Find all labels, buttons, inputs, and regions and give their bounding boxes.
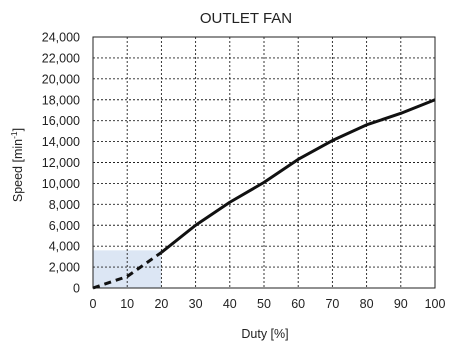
- x-tick-label: 80: [360, 297, 374, 311]
- y-tick-label: 14,000: [42, 135, 80, 149]
- y-tick-label: 6,000: [49, 219, 80, 233]
- y-tick-labels: 0 2,000 4,000 6,000 8,000 10,000 12,000 14,000 1…: [42, 31, 80, 296]
- y-tick-label: 22,000: [42, 51, 80, 65]
- y-axis-label: Speed [min-1]: [9, 128, 25, 202]
- y-tick-label: 0: [73, 282, 80, 296]
- y-tick-label: 20,000: [42, 72, 80, 86]
- x-tick-label: 20: [154, 297, 168, 311]
- x-tick-label: 0: [90, 297, 97, 311]
- y-axis-label-suffix: ]: [11, 128, 25, 131]
- x-tick-label: 10: [120, 297, 134, 311]
- series-layer: [92, 98, 436, 290]
- x-tick-label: 60: [291, 297, 305, 311]
- y-tick-label: 16,000: [42, 114, 80, 128]
- y-axis-label-superscript: -1: [9, 131, 19, 139]
- y-tick-label: 18,000: [42, 93, 80, 107]
- chart-title: OUTLET FAN: [200, 10, 292, 27]
- x-tick-label: 70: [325, 297, 339, 311]
- x-tick-label: 90: [394, 297, 408, 311]
- y-tick-label: 12,000: [42, 156, 80, 170]
- y-tick-label: 4,000: [49, 240, 80, 254]
- x-tick-labels: 0 10 20 30 40 50 60 70 80 90 100: [90, 297, 446, 311]
- x-tick-label: 30: [189, 297, 203, 311]
- y-tick-label: 8,000: [49, 198, 80, 212]
- x-tick-label: 100: [425, 297, 446, 311]
- y-tick-label: 10,000: [42, 177, 80, 191]
- series-line-dashed: [92, 251, 163, 290]
- x-axis-label: Duty [%]: [241, 327, 288, 341]
- y-tick-label: 2,000: [49, 261, 80, 275]
- x-tick-label: 50: [257, 297, 271, 311]
- grid-layer: [93, 37, 435, 288]
- series-line-solid: [160, 98, 436, 254]
- y-tick-label: 24,000: [42, 31, 80, 45]
- plot-frame: [92, 36, 436, 289]
- x-tick-label: 40: [223, 297, 237, 311]
- y-axis-label-main: Speed [min: [11, 139, 25, 202]
